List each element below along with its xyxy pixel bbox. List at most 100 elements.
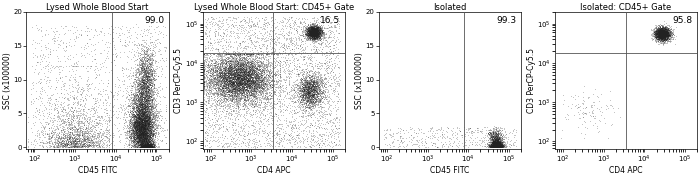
Point xyxy=(302,27,314,30)
Point xyxy=(58,137,69,140)
Point xyxy=(307,29,318,32)
Point xyxy=(66,142,77,145)
Point xyxy=(307,72,318,74)
Point xyxy=(142,125,153,127)
Point xyxy=(224,98,235,101)
Point xyxy=(217,87,228,90)
Point xyxy=(234,65,246,67)
Point xyxy=(130,59,141,62)
Point xyxy=(142,139,153,142)
Point xyxy=(232,72,244,75)
Point xyxy=(236,59,247,62)
Point xyxy=(234,90,245,93)
Point xyxy=(204,78,215,81)
Point xyxy=(145,131,156,134)
Point xyxy=(135,137,146,140)
Point xyxy=(657,31,668,34)
Point xyxy=(301,85,312,88)
Point xyxy=(71,142,82,144)
Point xyxy=(237,81,248,84)
Point xyxy=(305,36,316,38)
Point xyxy=(36,143,48,146)
Point xyxy=(206,91,218,94)
Point xyxy=(140,145,151,148)
Point xyxy=(210,59,221,62)
Point xyxy=(127,144,138,147)
Point xyxy=(129,122,140,125)
Point xyxy=(255,49,266,52)
Point xyxy=(308,34,319,37)
Point xyxy=(232,70,244,73)
Point xyxy=(659,34,670,37)
Point xyxy=(300,32,312,35)
Point xyxy=(134,116,146,119)
Point xyxy=(232,86,244,89)
Point xyxy=(199,85,210,87)
Point xyxy=(496,145,507,147)
Point xyxy=(136,131,148,134)
Point xyxy=(257,89,268,92)
Point xyxy=(211,95,223,98)
Point xyxy=(223,61,235,64)
Point xyxy=(487,140,498,143)
Point xyxy=(239,104,251,107)
Point xyxy=(138,132,149,135)
Point xyxy=(491,135,503,138)
Point xyxy=(307,33,318,36)
Point xyxy=(307,31,318,34)
Point xyxy=(309,72,320,74)
Point xyxy=(661,38,672,41)
Point xyxy=(302,25,314,28)
Point xyxy=(134,146,146,149)
Point xyxy=(225,83,237,85)
Point xyxy=(139,142,150,145)
Point xyxy=(132,135,144,137)
Point xyxy=(143,104,154,107)
Point xyxy=(231,79,242,82)
Point xyxy=(71,127,82,130)
Point xyxy=(230,97,241,100)
Point xyxy=(491,145,503,148)
Point xyxy=(311,36,322,39)
Point xyxy=(116,25,127,27)
Point xyxy=(49,143,60,145)
Point xyxy=(215,89,226,91)
Point xyxy=(132,119,143,122)
Point xyxy=(141,137,153,140)
Point xyxy=(302,87,313,89)
Point xyxy=(326,129,337,132)
Point xyxy=(137,132,148,135)
Point xyxy=(656,28,667,31)
Point xyxy=(658,32,669,34)
Point xyxy=(321,88,332,91)
Point xyxy=(655,30,666,33)
Point xyxy=(142,114,153,117)
Point xyxy=(664,33,676,36)
Point xyxy=(218,84,230,87)
Point xyxy=(660,34,671,37)
Point xyxy=(138,144,149,147)
Point xyxy=(141,123,152,125)
Point xyxy=(492,146,503,148)
Point xyxy=(218,61,229,64)
Point xyxy=(130,108,141,111)
Point xyxy=(310,30,321,33)
Point xyxy=(132,142,144,145)
Point xyxy=(67,142,78,145)
Point xyxy=(308,33,319,36)
Point xyxy=(141,132,152,135)
Point xyxy=(237,85,248,88)
Point xyxy=(492,144,503,147)
Point xyxy=(139,122,150,125)
Point xyxy=(655,38,666,41)
Point xyxy=(489,145,500,148)
Point xyxy=(72,142,83,145)
Point xyxy=(559,98,570,101)
Point xyxy=(90,129,101,131)
Point xyxy=(235,76,246,79)
Point xyxy=(255,85,266,88)
Point xyxy=(260,90,272,93)
Point xyxy=(491,145,502,148)
Point xyxy=(303,30,314,33)
Point xyxy=(314,49,325,52)
